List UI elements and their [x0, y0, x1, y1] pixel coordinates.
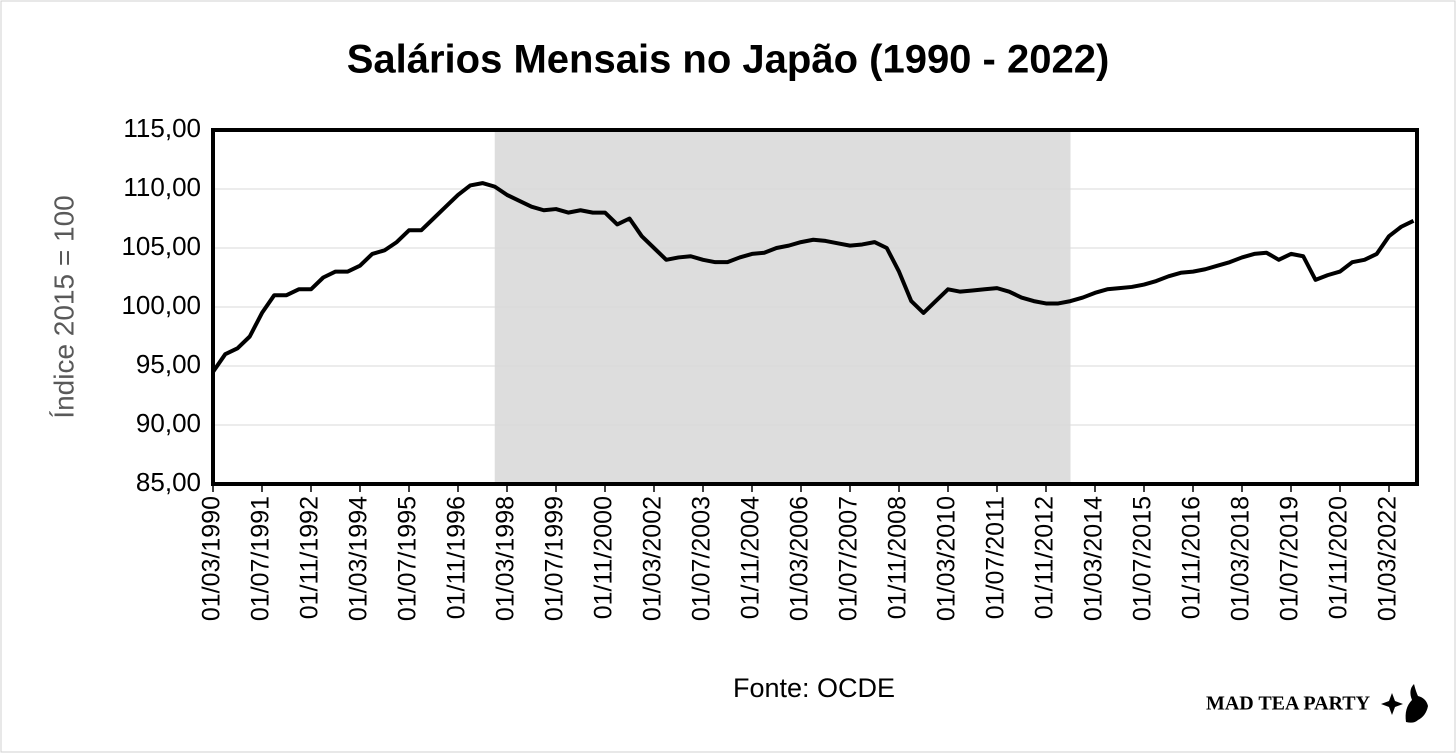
y-tick-label: 105,00 — [121, 231, 201, 261]
x-tick-label: 01/11/2016 — [1178, 496, 1206, 619]
x-tick-label: 01/03/2010 — [933, 496, 961, 621]
x-tick-label: 01/03/2014 — [1080, 496, 1108, 621]
label-layer: 85,00 90,00 95,00 100,00 105,00 110,00 115,00 0… — [121, 113, 1401, 621]
x-tick-label: 01/07/2011 — [982, 496, 1010, 619]
watermark: MAD TEA PARTY — [1206, 693, 1371, 715]
x-tick-label: 01/07/2015 — [1129, 496, 1157, 621]
x-tick-label: 01/11/2008 — [884, 496, 912, 619]
x-tick-label: 01/11/2020 — [1325, 496, 1353, 619]
y-tick-label: 90,00 — [136, 408, 201, 438]
x-tick-label: 01/03/2002 — [639, 496, 667, 621]
x-tick-label: 01/07/1995 — [394, 496, 422, 621]
data-line — [211, 181, 1415, 374]
x-tick-label: 01/07/2019 — [1276, 496, 1304, 621]
x-tick-label: 01/07/1991 — [247, 496, 275, 621]
x-tick-label: 01/07/2003 — [688, 496, 716, 621]
x-tick-label: 01/03/1994 — [345, 496, 373, 621]
x-tick-label: 01/11/2004 — [737, 496, 765, 619]
plot-border — [211, 128, 1419, 486]
logo-rabbit — [1405, 684, 1428, 723]
y-tick-label: 100,00 — [121, 290, 201, 320]
x-tick-label: 01/03/2006 — [786, 496, 814, 621]
x-tick-label: 01/03/2018 — [1227, 496, 1255, 621]
x-tick-label: 01/11/1992 — [296, 496, 324, 619]
y-axis-label: Índice 2015 = 100 — [48, 195, 79, 418]
x-tick-label: 01/11/1996 — [443, 496, 471, 619]
x-tick-label: 01/03/1998 — [492, 496, 520, 621]
x-tick-label: 01/07/2007 — [835, 496, 863, 621]
x-axis-label: Fonte: OCDE — [733, 673, 895, 703]
y-tick-label: 85,00 — [136, 467, 201, 497]
y-tick-label: 115,00 — [123, 113, 201, 143]
logo-star — [1381, 693, 1403, 715]
chart-title: Salários Mensais no Japão (1990 - 2022) — [347, 38, 1110, 82]
x-tick-label: 01/07/1999 — [541, 496, 569, 621]
line-layer — [211, 181, 1415, 374]
x-tick-label: 01/03/2022 — [1374, 496, 1402, 621]
x-tick-label: 01/11/2012 — [1031, 496, 1059, 619]
y-tick-label: 110,00 — [123, 172, 201, 202]
x-tick-label: 01/03/1990 — [198, 496, 226, 621]
x-tick-label: 01/11/2000 — [590, 496, 618, 619]
y-tick-label: 95,00 — [136, 349, 201, 379]
